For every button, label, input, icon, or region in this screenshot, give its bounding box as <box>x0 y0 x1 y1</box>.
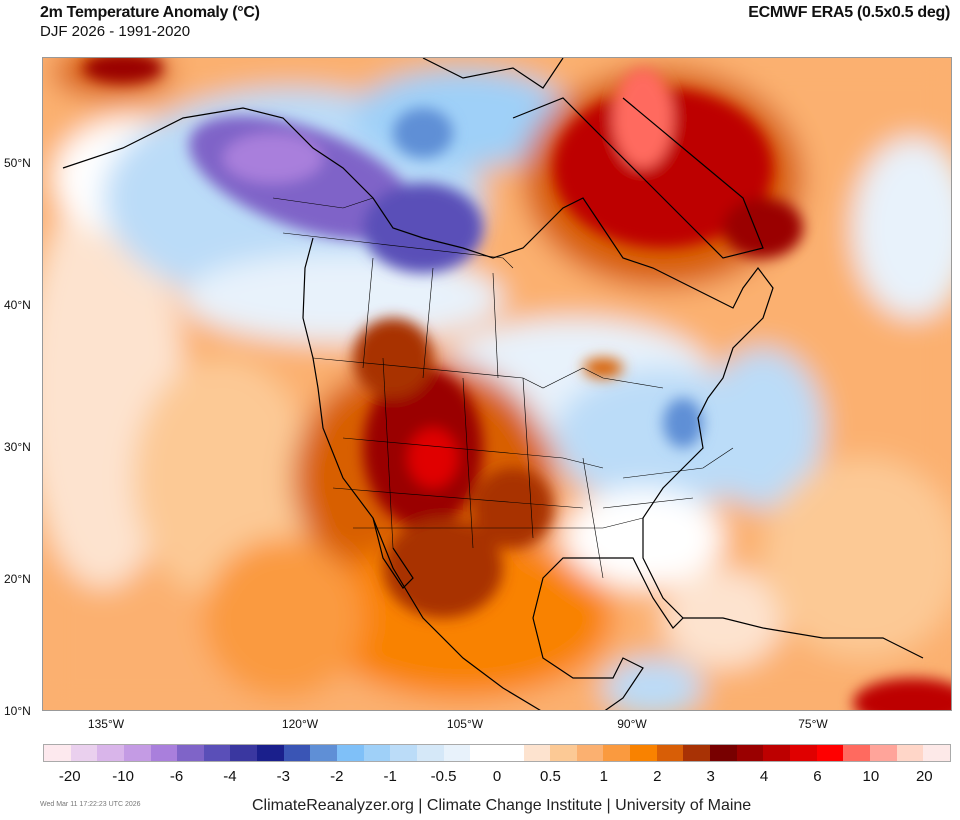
colorbar-tick-label: -2 <box>330 768 344 785</box>
colorbar-segment <box>896 745 924 761</box>
colorbar-tick-label: -0.5 <box>430 768 457 785</box>
longitude-label: 135°W <box>87 717 125 731</box>
colorbar-segment <box>576 745 604 761</box>
colorbar-segment <box>177 745 204 761</box>
map-subtitle: DJF 2026 - 1991-2020 <box>40 23 191 40</box>
colorbar-tick-label: 20 <box>915 768 933 785</box>
colorbar-tick-label: -3 <box>276 768 291 785</box>
longitude-label: 120°W <box>281 717 319 731</box>
colorbar-segment <box>843 745 870 761</box>
timestamp: Wed Mar 11 17:22:23 UTC 2026 <box>40 801 141 808</box>
colorbar-segment <box>470 745 497 761</box>
colorbar-tick-label: -1 <box>383 768 397 785</box>
longitude-label: 90°W <box>617 717 647 731</box>
colorbar-segment <box>710 745 737 761</box>
colorbar-segment <box>789 745 817 761</box>
latitude-label: 20°N <box>4 572 31 586</box>
colorbar-segment <box>230 745 258 761</box>
colorbar-segment <box>257 745 284 761</box>
colorbar-segment <box>923 745 950 761</box>
colorbar-segment <box>630 745 657 761</box>
colorbar-segment <box>496 745 524 761</box>
colorbar-segment <box>203 745 231 761</box>
colorbar-segment <box>70 745 98 761</box>
colorbar-segment <box>416 745 444 761</box>
colorbar-tick-label: 0 <box>492 768 502 785</box>
colorbar-segment <box>816 745 844 761</box>
anomaly-field <box>43 58 951 710</box>
colorbar-tick-label: 3 <box>706 768 715 785</box>
latitude-label: 30°N <box>4 440 31 454</box>
colorbar-tick-label: -20 <box>58 768 81 785</box>
colorbar-tick-label: -10 <box>112 768 134 785</box>
colorbar-segment <box>763 745 790 761</box>
colorbar-segment <box>337 745 364 761</box>
colorbar-segment <box>97 745 124 761</box>
colorbar-tick-label: 10 <box>862 768 880 785</box>
colorbar-segment <box>44 745 71 761</box>
dataset-label: ECMWF ERA5 (0.5x0.5 deg) <box>748 4 950 21</box>
colorbar-segment <box>523 745 551 761</box>
colorbar-tick-label: 4 <box>759 768 769 785</box>
colorbar-tick-label: -4 <box>223 768 237 785</box>
colorbar-tick-label: -6 <box>169 768 184 785</box>
political-borders <box>272 197 734 579</box>
colorbar-segment <box>656 745 684 761</box>
latitude-label: 50°N <box>4 156 31 170</box>
colorbar-segment <box>150 745 178 761</box>
map-title: 2m Temperature Anomaly (°C) <box>40 4 260 21</box>
latitude-label: 10°N <box>4 704 31 718</box>
colorbar-tick-label: 0.5 <box>539 768 561 785</box>
credit-line: ClimateReanalyzer.org | Climate Change I… <box>252 797 752 814</box>
latitude-label: 40°N <box>4 298 31 312</box>
colorbar-segment <box>550 745 577 761</box>
colorbar-tick-label: 6 <box>813 768 822 785</box>
colorbar-segment <box>603 745 631 761</box>
colorbar <box>43 744 951 762</box>
colorbar-segment <box>869 745 897 761</box>
coastline <box>62 58 924 710</box>
colorbar-segment <box>683 745 711 761</box>
colorbar-tick-label: 1 <box>599 768 608 785</box>
colorbar-segment <box>283 745 311 761</box>
colorbar-tick-label: 2 <box>653 768 662 785</box>
colorbar-segment <box>443 745 471 761</box>
longitude-label: 105°W <box>446 717 484 731</box>
colorbar-segment <box>736 745 764 761</box>
colorbar-segment <box>363 745 391 761</box>
colorbar-segment <box>310 745 338 761</box>
colorbar-segment <box>390 745 417 761</box>
anomaly-map <box>42 57 952 711</box>
longitude-label: 75°W <box>798 717 828 731</box>
colorbar-segment <box>123 745 151 761</box>
